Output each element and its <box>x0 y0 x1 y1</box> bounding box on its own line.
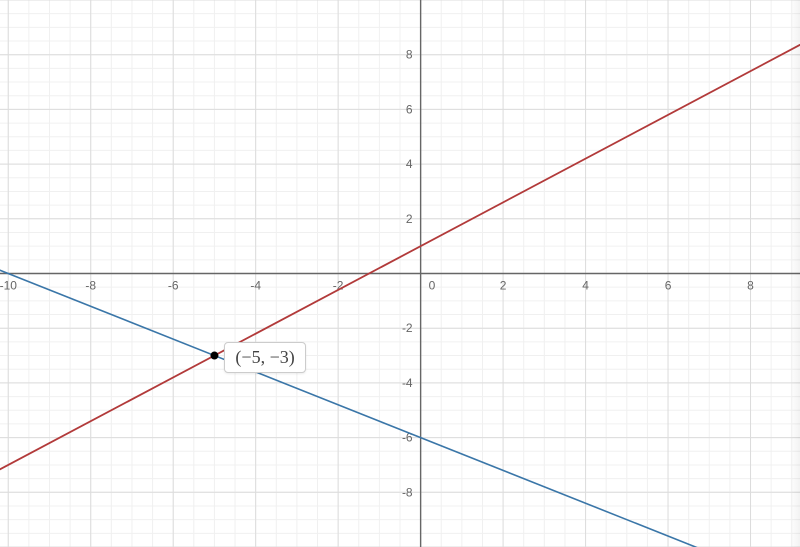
svg-text:-4: -4 <box>250 279 261 293</box>
svg-text:-10: -10 <box>0 279 17 293</box>
graph-svg: -10-8-6-4-202468-8-6-4-22468 <box>0 0 800 547</box>
svg-text:-8: -8 <box>402 485 413 499</box>
intersection-label: (−5, −3) <box>224 342 305 373</box>
intersection-point <box>210 352 218 360</box>
svg-text:4: 4 <box>406 157 413 171</box>
svg-text:0: 0 <box>429 279 436 293</box>
svg-text:-8: -8 <box>85 279 96 293</box>
svg-text:2: 2 <box>500 279 507 293</box>
svg-text:2: 2 <box>406 212 413 226</box>
right-edge-shadow <box>790 0 800 547</box>
svg-text:-4: -4 <box>402 376 413 390</box>
coordinate-graph: -10-8-6-4-202468-8-6-4-22468 (−5, −3) <box>0 0 800 547</box>
svg-text:4: 4 <box>582 279 589 293</box>
svg-text:6: 6 <box>665 279 672 293</box>
svg-text:-6: -6 <box>168 279 179 293</box>
svg-text:8: 8 <box>747 279 754 293</box>
svg-text:6: 6 <box>406 102 413 116</box>
svg-text:-2: -2 <box>402 321 413 335</box>
svg-text:8: 8 <box>406 48 413 62</box>
